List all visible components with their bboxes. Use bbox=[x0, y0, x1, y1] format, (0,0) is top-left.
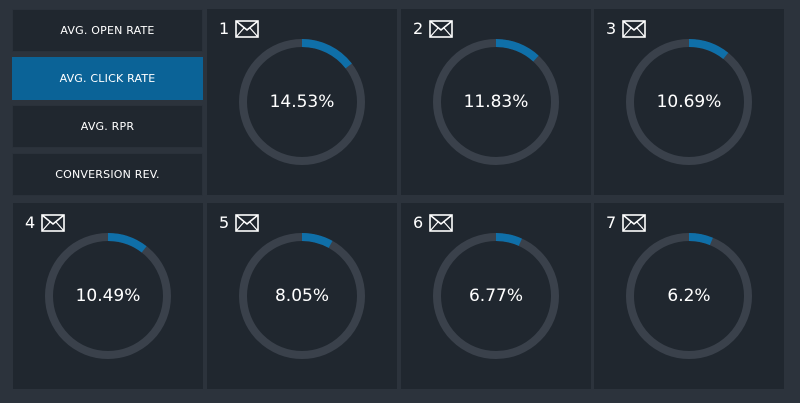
email-card-1[interactable]: 1 14.53% bbox=[207, 9, 397, 195]
card-header: 3 bbox=[606, 19, 646, 39]
card-rank: 1 bbox=[219, 19, 230, 38]
email-card-7[interactable]: 7 6.2% bbox=[594, 203, 784, 389]
metric-button-label: CONVERSION REV. bbox=[55, 168, 160, 181]
mail-icon bbox=[622, 20, 646, 38]
progress-ring bbox=[626, 39, 752, 165]
mail-icon bbox=[429, 20, 453, 38]
card-header: 7 bbox=[606, 213, 646, 233]
progress-ring-fill bbox=[433, 233, 559, 359]
card-header: 5 bbox=[219, 213, 259, 233]
progress-ring-fill bbox=[626, 39, 752, 165]
progress-ring-fill bbox=[239, 39, 365, 165]
card-header: 2 bbox=[413, 19, 453, 39]
card-value: 11.83% bbox=[463, 92, 529, 112]
mail-icon bbox=[429, 214, 453, 232]
progress-ring bbox=[433, 233, 559, 359]
card-value: 6.2% bbox=[667, 286, 711, 306]
email-card-6[interactable]: 6 6.77% bbox=[401, 203, 591, 389]
email-card-2[interactable]: 2 11.83% bbox=[401, 9, 591, 195]
metric-button-rpr[interactable]: AVG. RPR bbox=[12, 105, 203, 148]
progress-ring-fill bbox=[626, 233, 752, 359]
card-rank: 4 bbox=[25, 213, 36, 232]
mail-icon bbox=[235, 20, 259, 38]
email-card-3[interactable]: 3 10.69% bbox=[594, 9, 784, 195]
mail-icon bbox=[235, 214, 259, 232]
progress-ring bbox=[239, 233, 365, 359]
metric-button-label: AVG. OPEN RATE bbox=[60, 24, 155, 37]
card-rank: 7 bbox=[606, 213, 617, 232]
progress-ring bbox=[433, 39, 559, 165]
card-value: 8.05% bbox=[274, 286, 329, 306]
progress-ring-fill bbox=[239, 233, 365, 359]
card-rank: 5 bbox=[219, 213, 230, 232]
card-value: 6.77% bbox=[468, 286, 523, 306]
metric-button-click-rate[interactable]: AVG. CLICK RATE bbox=[12, 57, 203, 100]
card-value: 10.49% bbox=[75, 286, 141, 306]
metric-button-conversion-revenue[interactable]: CONVERSION REV. bbox=[12, 153, 203, 196]
card-value: 14.53% bbox=[269, 92, 335, 112]
progress-ring bbox=[626, 233, 752, 359]
card-header: 1 bbox=[219, 19, 259, 39]
metric-button-label: AVG. CLICK RATE bbox=[59, 72, 156, 85]
card-value: 10.69% bbox=[656, 92, 722, 112]
card-header: 6 bbox=[413, 213, 453, 233]
progress-ring-fill bbox=[433, 39, 559, 165]
card-rank: 3 bbox=[606, 19, 617, 38]
progress-ring bbox=[45, 233, 171, 359]
progress-ring bbox=[239, 39, 365, 165]
metric-menu: AVG. OPEN RATE AVG. CLICK RATE AVG. RPR … bbox=[12, 9, 203, 196]
mail-icon bbox=[41, 214, 65, 232]
metric-button-label: AVG. RPR bbox=[80, 120, 135, 133]
card-rank: 2 bbox=[413, 19, 424, 38]
progress-ring-fill bbox=[45, 233, 171, 359]
email-card-4[interactable]: 4 10.49% bbox=[13, 203, 203, 389]
card-rank: 6 bbox=[413, 213, 424, 232]
email-card-5[interactable]: 5 8.05% bbox=[207, 203, 397, 389]
metric-button-open-rate[interactable]: AVG. OPEN RATE bbox=[12, 9, 203, 52]
card-header: 4 bbox=[25, 213, 65, 233]
mail-icon bbox=[622, 214, 646, 232]
